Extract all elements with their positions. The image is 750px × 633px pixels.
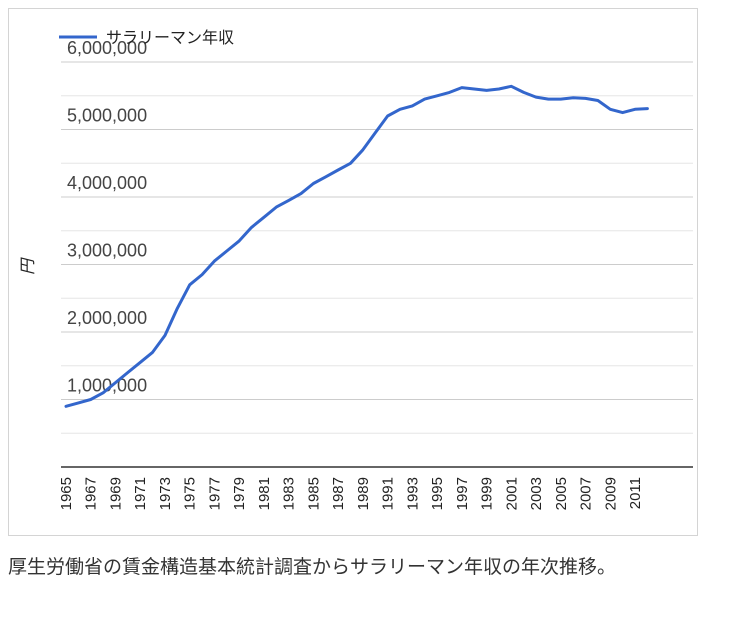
x-tick-label: 1989 (355, 477, 372, 510)
chart-frame: 1,000,000 2,000,000 3,000,000 4,000,000 5,00… (8, 8, 698, 536)
x-tick-label: 2011 (627, 477, 644, 509)
x-tick-label: 1979 (231, 477, 248, 510)
x-tick-label: 1987 (330, 477, 347, 510)
x-tick-label: 1977 (206, 477, 223, 510)
y-tick-label: 3,000,000 (67, 241, 147, 261)
y-tick-label: 5,000,000 (67, 106, 147, 126)
y-tick-label: 2,000,000 (67, 308, 147, 328)
gridlines (61, 61, 693, 434)
x-tick-label: 1969 (108, 477, 125, 510)
line-chart: 1,000,000 2,000,000 3,000,000 4,000,000 5,00… (20, 28, 693, 510)
x-tick-label: 1971 (132, 477, 149, 510)
y-tick-labels: 1,000,000 2,000,000 3,000,000 4,000,000 5,00… (67, 38, 147, 396)
x-tick-label: 1997 (454, 477, 471, 510)
y-axis-title: 円 (20, 257, 37, 275)
x-tick-label: 1973 (157, 477, 174, 510)
series-lines (64, 84, 649, 408)
x-tick-label: 2007 (578, 477, 595, 510)
x-tick-label: 1967 (83, 477, 100, 510)
x-tick-labels: 1965 1967 1969 1971 1973 1975 1977 1979 1981 1983… (58, 477, 644, 510)
x-tick-label: 1965 (58, 477, 75, 510)
figure-caption: 厚生労働省の賃金構造基本統計調査からサラリーマン年収の年次推移。 (8, 556, 617, 578)
x-tick-label: 1999 (479, 477, 496, 510)
x-tick-label: 2001 (503, 477, 520, 510)
legend: サラリーマン年収 (59, 28, 234, 47)
x-tick-label: 1975 (182, 477, 199, 510)
x-tick-label: 2009 (602, 477, 619, 510)
x-tick-label: 2003 (528, 477, 545, 510)
x-tick-label: 1981 (256, 477, 273, 510)
x-tick-label: 1991 (380, 477, 397, 510)
series-line (64, 84, 649, 408)
legend-label: サラリーマン年収 (106, 28, 234, 47)
y-tick-label: 6,000,000 (67, 38, 147, 58)
y-tick-label: 1,000,000 (67, 376, 147, 396)
x-tick-label: 2005 (553, 477, 570, 510)
x-tick-label: 1993 (404, 477, 421, 510)
x-tick-label: 1985 (305, 477, 322, 510)
y-tick-label: 4,000,000 (67, 173, 147, 193)
x-tick-label: 1983 (281, 477, 298, 510)
x-tick-label: 1995 (429, 477, 446, 510)
